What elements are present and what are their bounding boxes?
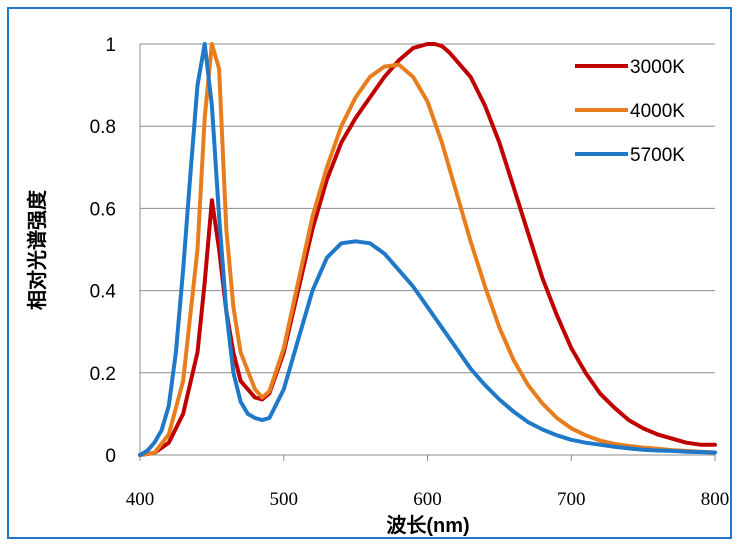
- x-tick-labels: 400 500 600 700 800: [126, 489, 730, 510]
- y-axis-label: 相对光谱强度: [25, 189, 49, 310]
- x-tick-label: 700: [557, 489, 586, 510]
- x-tick-label: 500: [270, 489, 299, 510]
- y-tick-labels: 0 0.2 0.4 0.6 0.8 1: [90, 35, 117, 467]
- legend-label: 4000K: [630, 101, 685, 122]
- y-tick-label: 1: [105, 35, 116, 56]
- y-tick-label: 0.6: [90, 199, 116, 220]
- y-tick-label: 0.4: [90, 282, 117, 303]
- x-axis-label: 波长(nm): [386, 514, 469, 537]
- series-line-4000K: [138, 42, 717, 457]
- y-tick-label: 0.2: [90, 364, 116, 385]
- x-tick-label: 600: [413, 489, 442, 510]
- x-tick-label: 800: [701, 489, 730, 510]
- legend: 3000K 4000K 5700K: [575, 57, 685, 166]
- legend-label: 3000K: [630, 57, 685, 78]
- y-tick-label: 0.8: [90, 117, 116, 138]
- y-tick-label: 0: [105, 446, 116, 467]
- x-tick-label: 400: [126, 489, 155, 510]
- legend-label: 5700K: [630, 145, 685, 166]
- series-line-5700K: [138, 42, 717, 457]
- series-lines: [138, 42, 717, 457]
- axes: [139, 44, 716, 461]
